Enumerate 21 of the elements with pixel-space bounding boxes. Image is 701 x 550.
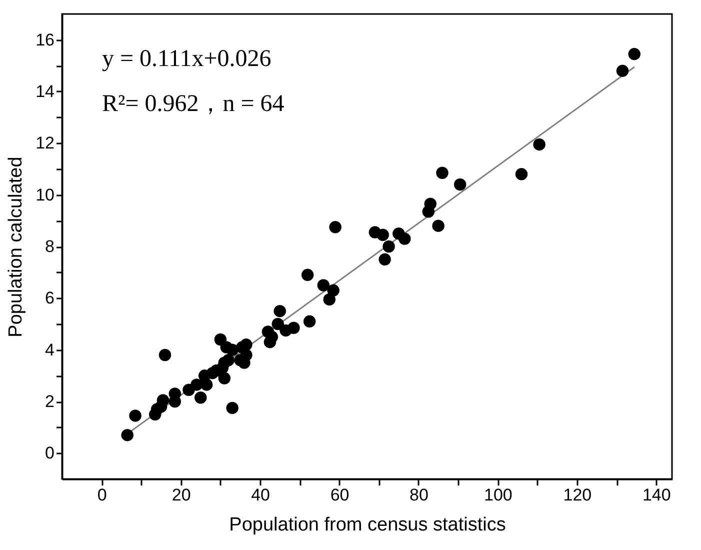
y-tick-label: 10 xyxy=(36,185,54,204)
y-tick-label: 6 xyxy=(45,288,54,308)
annotation: y = 0.111x+0.026 xyxy=(102,46,272,72)
x-tick-label: 60 xyxy=(330,486,350,504)
x-tick-label: 140 xyxy=(642,486,671,504)
y-tick-label: 14 xyxy=(36,82,54,101)
annotation: R²= 0.962，n = 64 xyxy=(102,91,284,117)
y-tick-label: 2 xyxy=(45,392,54,411)
x-tick-label: 20 xyxy=(172,486,191,504)
y-tick-label: 12 xyxy=(36,134,54,153)
x-tick-label: 40 xyxy=(251,486,270,504)
x-tick-label: 120 xyxy=(563,486,592,504)
y-axis-title: Population calculated xyxy=(6,156,27,338)
x-tick-label: 0 xyxy=(97,486,107,504)
y-tick-label: 16 xyxy=(36,30,54,50)
x-axis-title: Population from census statistics xyxy=(229,514,506,536)
y-tick-label: 8 xyxy=(45,237,54,256)
y-tick-label: 4 xyxy=(45,340,54,360)
x-tick-label: 100 xyxy=(484,486,512,504)
x-tick-label: 80 xyxy=(410,486,428,504)
y-tick-label: 0 xyxy=(45,444,54,463)
